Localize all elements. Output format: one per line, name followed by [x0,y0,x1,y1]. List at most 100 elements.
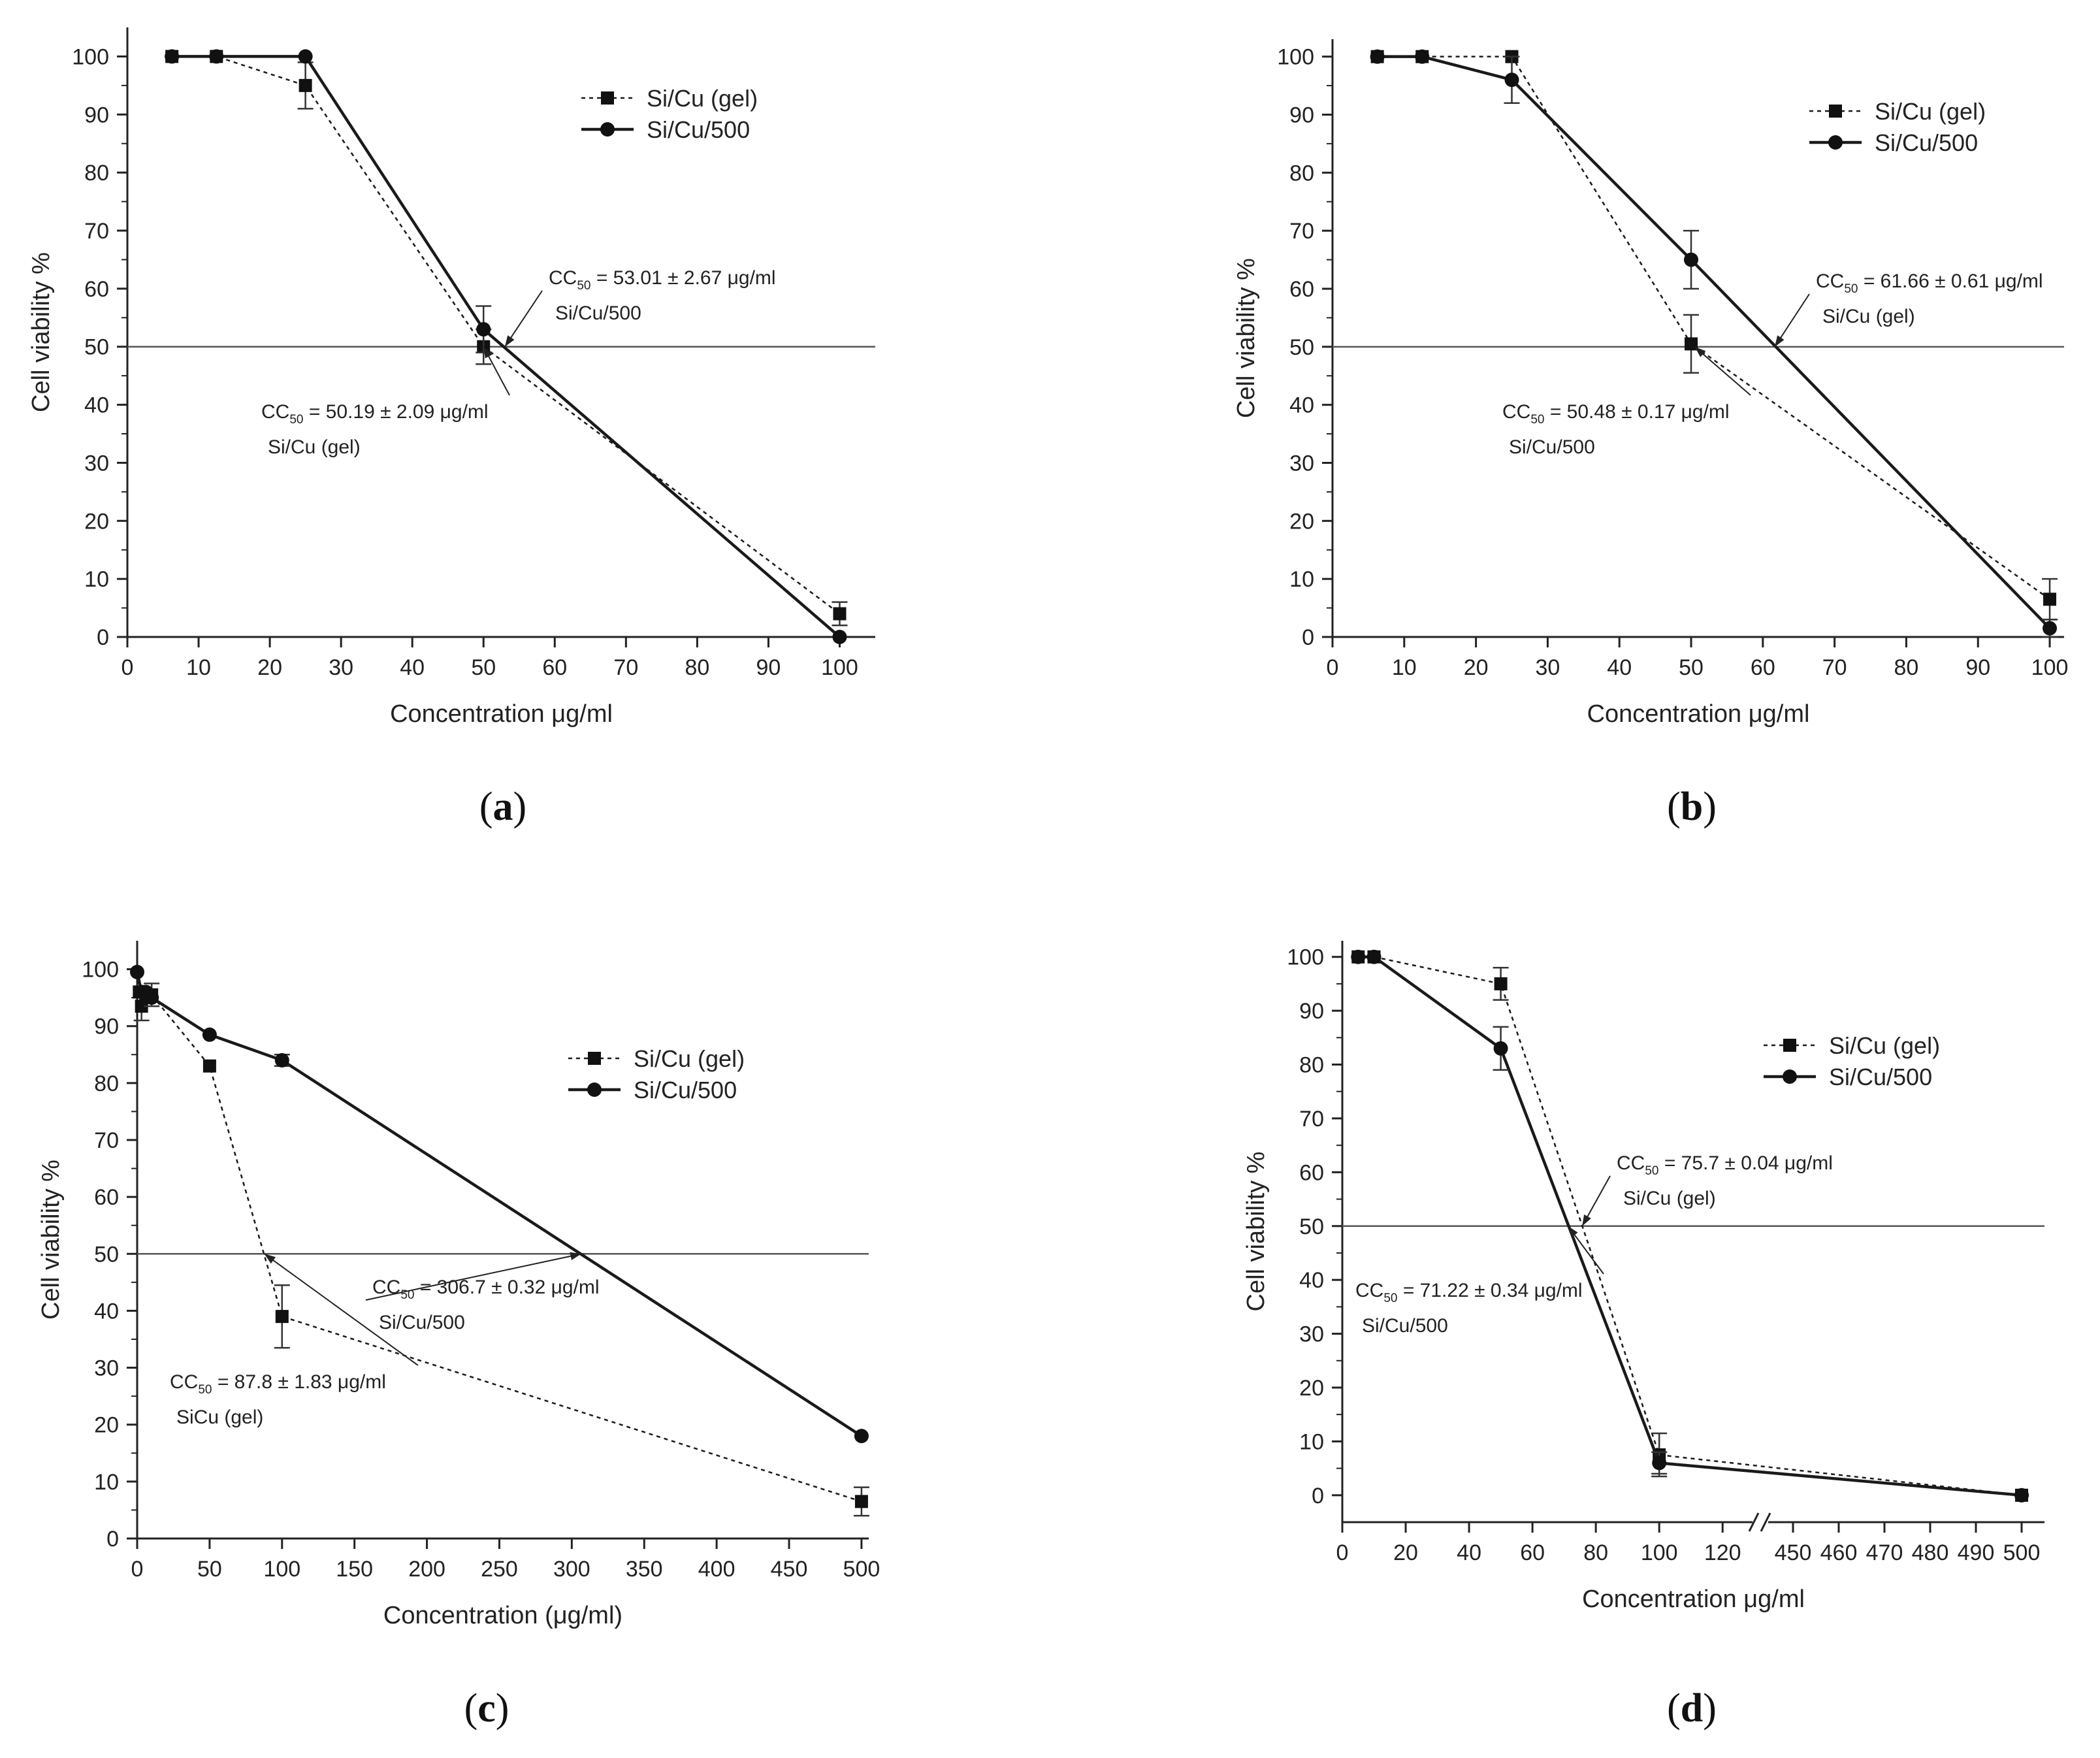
data-point-circle [1370,49,1385,64]
y-tick-label: 80 [94,1071,119,1096]
legend-marker-square [1829,105,1842,118]
cc-label: CC [1617,1152,1645,1174]
y-tick-label: 50 [1289,335,1314,360]
x-tick-label: 20 [257,655,282,680]
y-tick-label: 50 [1299,1214,1324,1239]
cc-subscript: 50 [289,413,303,427]
cc50-annotation: CC50 = 50.19 ± 2.09 μg/ml [261,401,489,427]
annotation-arrowhead [264,1254,276,1264]
cc50-value: = 53.01 ± 2.67 μg/ml [590,267,775,289]
cc50-value: = 306.7 ± 0.32 μg/ml [414,1277,599,1298]
cc-label: CC [1502,401,1530,423]
y-tick-label: 90 [1289,103,1314,127]
y-tick-label: 50 [84,335,109,360]
y-tick-label: 30 [94,1356,119,1381]
y-tick-label: 60 [1299,1160,1324,1185]
caption-paren: ) [1703,785,1717,829]
y-tick-label: 80 [84,161,109,186]
x-tick-label: 460 [1820,1540,1858,1565]
data-point-circle [2014,1488,2029,1503]
legend-label: Si/Cu (gel) [1829,1032,1940,1059]
y-tick-label: 70 [1289,219,1314,244]
x-tick-label: 40 [1607,655,1632,680]
y-tick-label: 10 [1299,1429,1324,1454]
x-tick-label: 490 [1958,1540,1995,1565]
y-tick-label: 70 [84,219,109,244]
x-tick-label: 70 [613,655,638,680]
x-tick-label: 500 [843,1557,880,1582]
x-axis-label: Concentration μg/ml [390,700,613,728]
cc-subscript: 50 [198,1383,212,1397]
x-tick-label: 90 [1965,655,1990,680]
x-tick-label: 60 [1751,655,1775,680]
annotation-arrowhead [1775,335,1785,347]
cc-subscript: 50 [1383,1292,1397,1305]
caption-paren: ( [479,785,493,829]
y-tick-label: 10 [94,1470,119,1495]
y-tick-label: 60 [94,1185,119,1210]
y-tick-label: 100 [82,958,119,983]
y-tick-label: 70 [1299,1107,1324,1131]
axis-break-mark [1760,1512,1771,1532]
cc50-annotation-sample: Si/Cu/500 [1362,1315,1448,1337]
y-tick-label: 10 [1289,567,1314,592]
cc50-annotation: CC50 = 75.7 ± 0.04 μg/ml [1617,1152,1833,1178]
caption-letter: a [493,785,513,829]
x-tick-label: 470 [1866,1540,1903,1565]
data-point-circle [1366,949,1381,964]
legend-label: Si/Cu/500 [634,1077,737,1103]
data-point-circle [130,964,144,979]
y-tick-label: 40 [94,1299,119,1324]
x-tick-label: 450 [771,1557,808,1582]
cc50-annotation-sample: Si/Cu (gel) [1623,1188,1716,1209]
annotation-arrowhead [570,1252,582,1260]
cc-label: CC [1355,1280,1383,1301]
x-tick-label: 60 [1520,1540,1545,1565]
x-tick-label: 150 [336,1557,373,1582]
y-tick-label: 0 [1312,1484,1324,1508]
y-tick-label: 20 [1289,509,1314,534]
caption-paren: ) [496,1686,509,1731]
data-point-circle [144,990,159,1005]
data-point-circle [1684,252,1699,267]
legend-label: Si/Cu (gel) [634,1045,745,1072]
cc50-value: = 50.48 ± 0.17 μg/ml [1544,401,1729,423]
data-point-circle [476,322,491,337]
legend-marker-square [1783,1039,1796,1052]
data-point-circle [202,1027,217,1042]
cc50-annotation-sample: Si/Cu (gel) [1822,306,1915,327]
caption-paren: ) [1703,1686,1717,1731]
y-axis-label: Cell viability % [1233,258,1260,418]
x-tick-label: 200 [408,1557,445,1582]
cc50-annotation: CC50 = 53.01 ± 2.67 μg/ml [549,267,776,293]
cc-subscript: 50 [1844,282,1858,296]
y-axis-label: Cell viability % [37,1160,65,1320]
caption-paren: ( [1667,785,1681,829]
cc-label: CC [1816,270,1844,292]
annotation-arrow [264,1253,419,1366]
x-tick-label: 100 [1641,1540,1678,1565]
x-tick-label: 20 [1393,1540,1418,1565]
annotation-arrowhead [1582,1214,1591,1226]
series-line-500 [135,971,863,1438]
cc50-value: = 75.7 ± 0.04 μg/ml [1658,1152,1832,1174]
annotation-arrow [1694,346,1751,396]
legend-label: Si/Cu (gel) [1875,98,1986,125]
data-point-circle [209,49,224,64]
cc-subscript: 50 [1645,1164,1658,1178]
cc50-annotation-sample: SiCu (gel) [176,1407,263,1428]
x-axis-label: Concentration μg/ml [1587,700,1810,728]
x-tick-label: 350 [626,1557,663,1582]
chart-panel-d: 0 10 20 30 40 50 60 70 80 90 100 0 20 40 60 80 100 120 450… [1242,941,2044,1731]
caption-letter: c [477,1686,496,1731]
caption-paren: ) [513,785,527,829]
y-tick-label: 100 [72,44,109,69]
y-tick-label: 90 [84,103,109,127]
data-point-circle [165,49,180,64]
y-tick-label: 0 [97,625,109,650]
legend-label: Si/Cu (gel) [647,85,758,112]
x-tick-label: 300 [553,1557,590,1582]
y-tick-label: 30 [84,451,109,476]
caption-paren: ( [1667,1686,1681,1731]
y-tick-label: 80 [1299,1053,1324,1078]
